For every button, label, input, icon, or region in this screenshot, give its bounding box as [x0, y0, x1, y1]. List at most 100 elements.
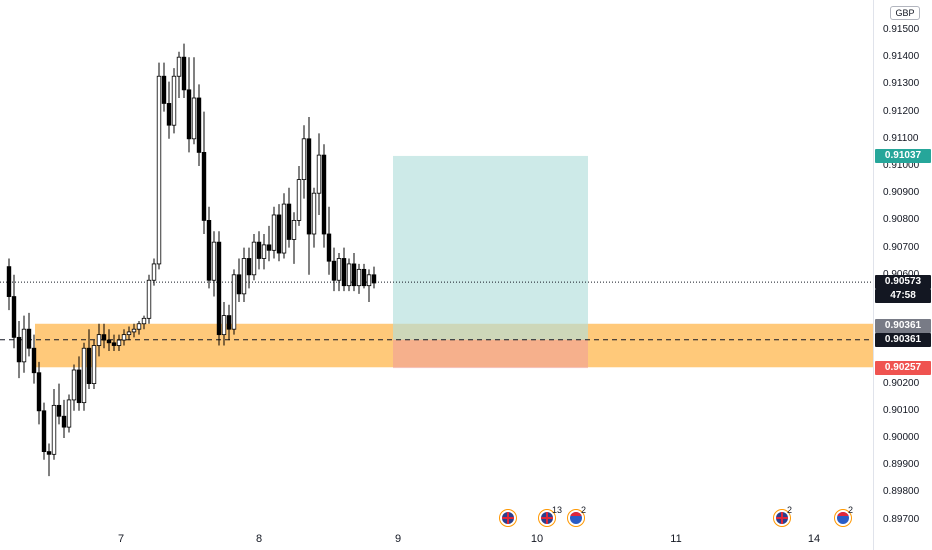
candle-body [16, 336, 22, 363]
price-tick: 0.91200 [883, 105, 920, 117]
candle-body [6, 266, 12, 297]
candle-body [341, 258, 347, 287]
candle-body [46, 451, 52, 455]
candle-body [66, 399, 72, 428]
candle-body [316, 154, 322, 194]
chart-area[interactable]: 13 2 2 2 [0, 0, 873, 550]
candle-body [171, 75, 177, 126]
event-count: 2 [787, 505, 793, 515]
economic-event-marker[interactable] [567, 509, 585, 527]
candle-body [51, 404, 57, 455]
candle-body [306, 138, 312, 235]
economic-event-marker[interactable] [499, 509, 517, 527]
candle-body [136, 323, 142, 330]
time-tick: 14 [807, 533, 821, 545]
candle-body [356, 268, 362, 287]
candle-body [326, 233, 332, 262]
stop-zone [393, 339, 588, 369]
uk-flag-icon [776, 512, 788, 524]
candle-body [161, 75, 167, 104]
candle-body [256, 241, 262, 259]
candle-body [151, 263, 157, 281]
candle-body [236, 274, 242, 295]
candle-body [106, 339, 112, 344]
candle-body [191, 97, 197, 140]
candle-body [311, 192, 317, 235]
candle-body [71, 369, 77, 401]
entry-line-badge: 0.90361 [875, 332, 931, 347]
candle-body [41, 410, 47, 452]
last-price-badge: 0.90573 [875, 275, 931, 290]
entry-price-badge: 0.90361 [875, 318, 931, 333]
event-count: 2 [581, 505, 587, 515]
price-tick: 0.91000 [883, 160, 920, 171]
price-tick: 0.90600 [883, 269, 919, 281]
countdown-badge: 47:58 [875, 289, 931, 304]
candle-body [141, 317, 147, 325]
candle-body [371, 274, 377, 284]
candle-body [26, 328, 32, 349]
economic-event-marker[interactable] [538, 509, 556, 527]
candle-body [11, 296, 17, 338]
uk-flag-icon [502, 512, 514, 524]
target-zone [393, 155, 588, 340]
stop-price-badge: 0.90257 [875, 361, 931, 376]
price-tick: 0.89800 [883, 486, 920, 498]
candle-body [251, 241, 257, 276]
price-tick: 0.90800 [883, 214, 920, 226]
candle-body [36, 372, 42, 412]
economic-event-marker[interactable] [834, 509, 852, 527]
price-tick: 0.91300 [883, 78, 920, 90]
price-tick: 0.90700 [883, 241, 920, 253]
candle-body [336, 258, 342, 281]
candle-body [231, 274, 237, 330]
candle-body [56, 404, 62, 417]
candle-body [196, 97, 202, 153]
candle-body [201, 151, 207, 221]
price-tick: 0.89900 [883, 459, 920, 471]
candlestick-chart[interactable] [0, 0, 873, 528]
candle-body [221, 315, 227, 336]
event-count: 2 [848, 505, 854, 515]
time-axis[interactable]: 7 8 9 10 11 14 [0, 528, 873, 550]
candle-body [111, 342, 117, 346]
candle-body [216, 241, 222, 336]
candle-body [331, 260, 337, 281]
price-tick: 0.90100 [883, 404, 920, 416]
candle-body [126, 331, 132, 336]
time-tick: 9 [394, 533, 402, 545]
candle-body [276, 214, 282, 254]
candle-body [81, 347, 87, 404]
candle-body [226, 315, 232, 330]
candle-body [96, 334, 102, 346]
candle-body [186, 89, 192, 140]
candle-body [281, 203, 287, 254]
candle-body [131, 328, 137, 333]
currency-label[interactable]: GBP [890, 6, 920, 20]
event-count: 13 [552, 505, 563, 515]
price-axis[interactable]: GBP 0.91500 0.91400 0.91300 0.91200 0.91100 0… [873, 0, 932, 550]
economic-event-marker[interactable] [773, 509, 791, 527]
candle-body [286, 203, 292, 240]
candle-body [156, 75, 162, 265]
candle-body [21, 328, 27, 363]
candle-body [361, 268, 367, 287]
candle-body [261, 244, 267, 259]
candle-body [61, 415, 67, 428]
candle-body [346, 263, 352, 287]
candle-body [296, 179, 302, 221]
price-tick: 0.89700 [883, 513, 920, 525]
price-tick: 0.91400 [883, 51, 920, 63]
candle-body [206, 219, 212, 281]
candle-body [266, 244, 272, 251]
price-tick: 0.90000 [883, 432, 920, 443]
candle-body [166, 103, 172, 126]
target-price-badge: 0.91037 [875, 148, 931, 163]
candle-body [76, 369, 82, 404]
time-tick: 7 [117, 533, 125, 545]
price-tick: 0.91100 [883, 132, 919, 144]
price-tick: 0.90900 [883, 187, 920, 199]
time-tick: 11 [670, 533, 682, 545]
price-tick: 0.91500 [883, 24, 920, 35]
candle-body [246, 258, 252, 276]
